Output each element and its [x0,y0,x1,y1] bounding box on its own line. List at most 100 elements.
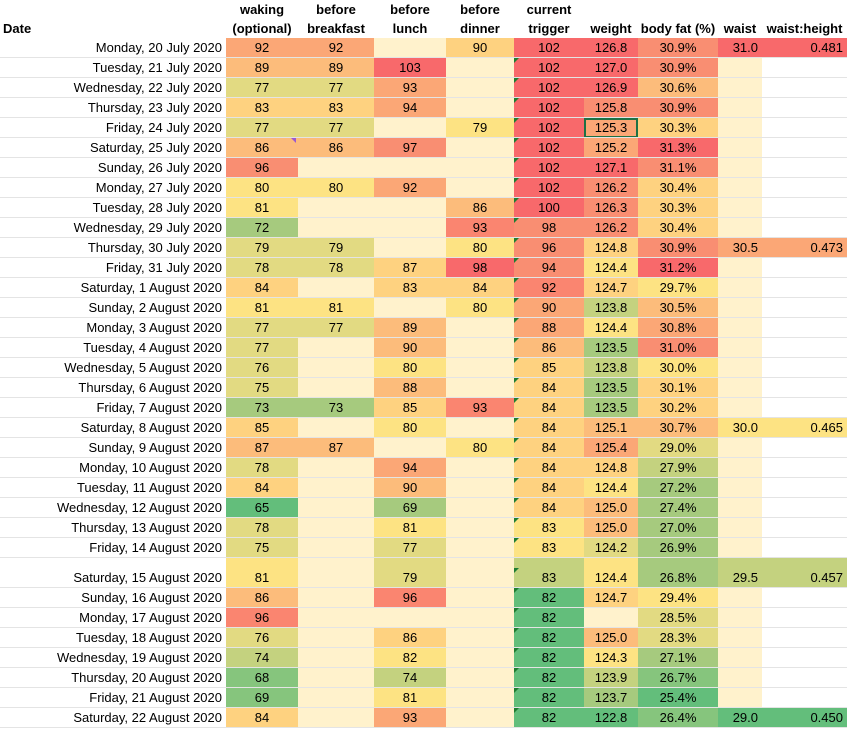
waist-height-cell[interactable]: 0.481 [810,40,843,55]
waking-cell[interactable]: 92 [254,40,270,55]
before-lunch-cell[interactable] [374,118,446,138]
waist-height-cell[interactable] [762,178,847,198]
waist-cell[interactable] [718,358,762,378]
waist-cell[interactable] [718,298,762,318]
before-lunch-cell[interactable]: 69 [402,500,418,515]
header-before-lunch[interactable]: before lunch [374,0,446,38]
current-trigger-cell[interactable]: 102 [514,78,584,98]
waking-cell[interactable]: 84 [254,280,270,295]
waist-height-cell[interactable] [762,358,847,378]
waist-cell[interactable] [718,438,762,458]
waking-cell[interactable]: 86 [254,590,270,605]
date-cell[interactable]: Sunday, 9 August 2020 [88,440,222,455]
waist-height-cell[interactable] [762,78,847,98]
before-dinner-cell[interactable] [446,458,514,478]
current-trigger-cell[interactable]: 83 [514,568,584,588]
waist-height-cell[interactable] [762,318,847,338]
body-fat-cell[interactable]: 30.3% [659,200,697,215]
before-lunch-cell[interactable]: 96 [402,590,418,605]
before-dinner-cell[interactable] [446,608,514,628]
waist-height-cell[interactable] [762,398,847,418]
waist-cell[interactable] [718,218,762,238]
before-breakfast-cell[interactable] [298,218,374,238]
date-cell[interactable]: Saturday, 8 August 2020 [80,420,222,435]
body-fat-cell[interactable]: 30.9% [659,40,697,55]
before-dinner-cell[interactable] [446,588,514,608]
before-dinner-cell[interactable] [446,518,514,538]
waist-cell[interactable] [718,538,762,558]
waist-height-cell[interactable] [762,538,847,558]
current-trigger-cell[interactable]: 82 [514,608,584,628]
weight-cell[interactable]: 123.8 [594,360,628,375]
date-cell[interactable]: Tuesday, 18 August 2020 [76,630,222,645]
before-lunch-cell[interactable]: 90 [402,340,418,355]
date-cell[interactable]: Friday, 31 July 2020 [105,260,222,275]
before-lunch-cell[interactable]: 80 [402,360,418,375]
body-fat-cell[interactable]: 30.3% [659,120,697,135]
before-breakfast-cell[interactable]: 89 [328,60,344,75]
current-trigger-cell[interactable]: 96 [514,238,584,258]
header-body-fat[interactable]: body fat (%) [638,0,718,38]
waist-cell[interactable] [718,588,762,608]
waking-cell[interactable]: 74 [254,650,270,665]
weight-cell[interactable]: 124.4 [594,570,628,585]
before-breakfast-cell[interactable] [298,648,374,668]
weight-cell[interactable]: 123.7 [594,690,628,705]
before-breakfast-cell[interactable] [298,628,374,648]
waking-cell[interactable]: 75 [254,540,270,555]
before-dinner-cell[interactable] [446,158,514,178]
header-waist[interactable]: waist [718,0,762,38]
waist-cell[interactable] [718,98,762,118]
waking-cell[interactable]: 68 [254,670,270,685]
before-lunch-cell[interactable]: 77 [402,540,418,555]
before-lunch-cell[interactable] [374,38,446,58]
before-dinner-cell[interactable] [446,98,514,118]
body-fat-cell[interactable]: 28.5% [659,610,697,625]
waist-cell[interactable] [718,198,762,218]
waking-cell[interactable]: 79 [254,240,270,255]
waking-cell[interactable]: 75 [254,380,270,395]
before-breakfast-cell[interactable] [298,708,374,728]
date-cell[interactable]: Monday, 20 July 2020 [95,40,222,55]
before-breakfast-cell[interactable] [298,158,374,178]
waist-height-cell[interactable] [762,278,847,298]
header-weight[interactable]: weight [584,0,638,38]
body-fat-cell[interactable]: 31.0% [659,340,697,355]
waist-height-cell[interactable] [762,608,847,628]
waking-cell[interactable]: 81 [254,200,270,215]
current-trigger-cell[interactable]: 84 [514,438,584,458]
current-trigger-cell[interactable]: 82 [514,688,584,708]
body-fat-cell[interactable]: 26.9% [659,540,697,555]
before-dinner-cell[interactable] [446,568,514,588]
waist-height-cell[interactable] [762,458,847,478]
before-breakfast-cell[interactable] [298,568,374,588]
waist-height-cell[interactable] [762,498,847,518]
waking-cell[interactable]: 84 [254,480,270,495]
weight-cell[interactable]: 124.8 [594,460,628,475]
before-lunch-cell[interactable] [374,438,446,458]
body-fat-cell[interactable]: 27.9% [659,460,697,475]
before-breakfast-cell[interactable]: 73 [328,400,344,415]
date-cell[interactable]: Sunday, 26 July 2020 [97,160,222,175]
date-cell[interactable]: Thursday, 13 August 2020 [71,520,222,535]
before-breakfast-cell[interactable]: 86 [328,140,344,155]
waist-height-cell[interactable] [762,138,847,158]
weight-cell[interactable]: 123.8 [594,300,628,315]
before-lunch-cell[interactable]: 87 [402,260,418,275]
weight-cell[interactable]: 123.9 [594,670,628,685]
waking-cell[interactable]: 83 [254,100,270,115]
waking-cell[interactable]: 96 [254,160,270,175]
weight-cell[interactable]: 123.5 [594,380,628,395]
current-trigger-cell[interactable]: 85 [514,358,584,378]
waist-height-cell[interactable]: 0.450 [810,710,843,725]
before-dinner-cell[interactable]: 79 [472,120,488,135]
body-fat-cell[interactable]: 30.1% [659,380,697,395]
waist-cell[interactable] [718,478,762,498]
header-before-breakfast[interactable]: before breakfast [298,0,374,38]
body-fat-cell[interactable]: 26.7% [659,670,697,685]
weight-cell[interactable]: 125.2 [594,140,628,155]
date-cell[interactable]: Wednesday, 22 July 2020 [73,80,222,95]
weight-cell[interactable]: 126.8 [594,40,628,55]
before-dinner-cell[interactable] [446,358,514,378]
waist-height-cell[interactable] [762,628,847,648]
